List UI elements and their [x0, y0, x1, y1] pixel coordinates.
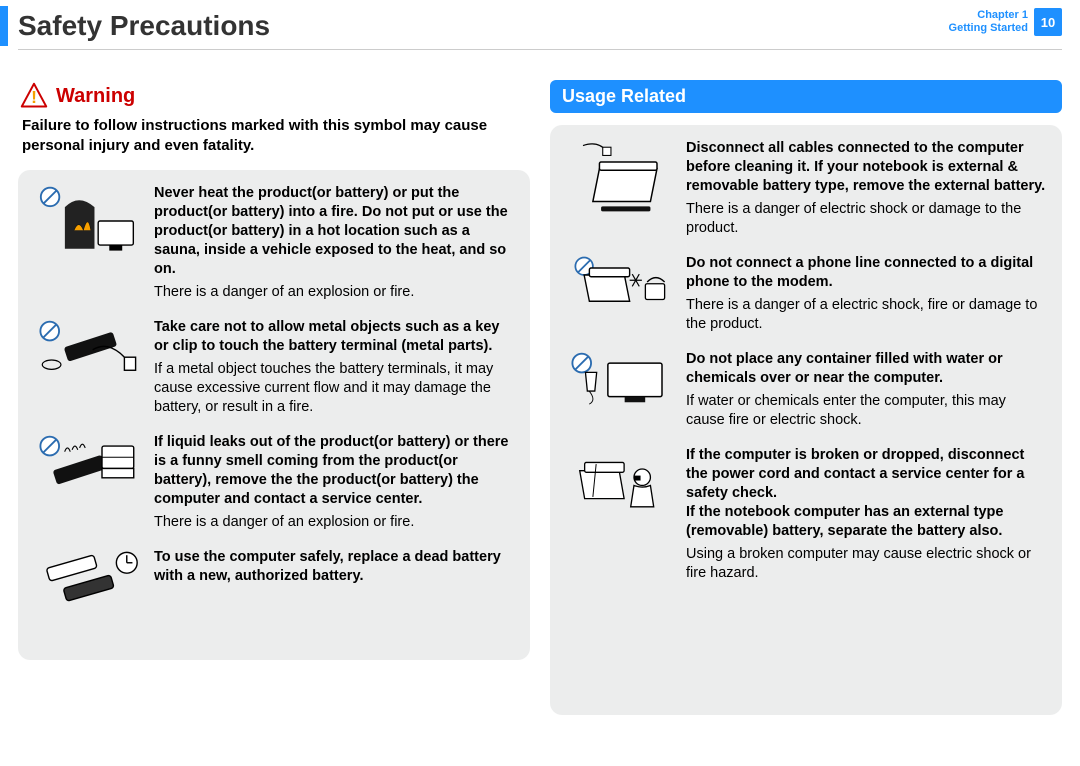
precaution-item: Disconnect all cables connected to the c…: [564, 139, 1048, 238]
precaution-item: Do not place any container filled with w…: [564, 350, 1048, 430]
item-plain: If water or chemicals enter the computer…: [686, 392, 1048, 430]
right-panel: Disconnect all cables connected to the c…: [550, 125, 1062, 715]
item-bold: Take care not to allow metal objects suc…: [154, 318, 516, 356]
battery-metal-icon: [32, 318, 144, 417]
precaution-item: If liquid leaks out of the product(or ba…: [32, 433, 516, 532]
left-panel: Never heat the product(or battery) or pu…: [18, 170, 530, 660]
precaution-item: If the computer is broken or dropped, di…: [564, 446, 1048, 583]
item-plain: There is a danger of electric shock or d…: [686, 200, 1048, 238]
page-number-badge: 10: [1034, 8, 1062, 36]
item-bold: To use the computer safely, replace a de…: [154, 548, 516, 586]
item-bold: Do not place any container filled with w…: [686, 350, 1048, 388]
leaking-battery-icon: [32, 433, 144, 532]
right-column: Usage Related Disconnect al: [550, 60, 1062, 756]
page-title: Safety Precautions: [18, 10, 1062, 42]
item-plain: There is a danger of an explosion or fir…: [154, 513, 516, 532]
warning-intro-text: Failure to follow instructions marked wi…: [22, 116, 526, 156]
item-bold: Never heat the product(or battery) or pu…: [154, 184, 516, 279]
chapter-line-1: Chapter 1: [949, 9, 1028, 22]
precaution-item: Do not connect a phone line connected to…: [564, 254, 1048, 334]
item-bold: If liquid leaks out of the product(or ba…: [154, 433, 516, 509]
disconnect-cables-icon: [564, 139, 676, 238]
item-plain: There is a danger of a electric shock, f…: [686, 296, 1048, 334]
warning-label: Warning: [56, 85, 135, 108]
broken-computer-icon: [564, 446, 676, 583]
chapter-indicator: Chapter 1 Getting Started 10: [949, 8, 1062, 36]
precaution-item: Take care not to allow metal objects suc…: [32, 318, 516, 417]
precaution-item: Never heat the product(or battery) or pu…: [32, 184, 516, 302]
page-header: Safety Precautions Chapter 1 Getting Sta…: [18, 10, 1062, 50]
chapter-line-2: Getting Started: [949, 22, 1028, 35]
fire-heater-icon: [32, 184, 144, 302]
warning-triangle-icon: !: [20, 82, 48, 110]
item-plain: Using a broken computer may cause electr…: [686, 545, 1048, 583]
item-plain: If a metal object touches the battery te…: [154, 360, 516, 417]
precaution-item: To use the computer safely, replace a de…: [32, 548, 516, 604]
item-bold: Do not connect a phone line connected to…: [686, 254, 1048, 292]
section-title-bar: Usage Related: [550, 80, 1062, 113]
replace-battery-icon: [32, 548, 144, 604]
item-bold: If the computer is broken or dropped, di…: [686, 446, 1048, 541]
water-container-icon: [564, 350, 676, 430]
item-bold: Disconnect all cables connected to the c…: [686, 139, 1048, 196]
left-column: ! Warning Failure to follow instructions…: [18, 60, 530, 756]
header-accent-strip: [0, 6, 8, 46]
warning-heading: ! Warning: [20, 82, 530, 110]
item-plain: There is a danger of an explosion or fir…: [154, 283, 516, 302]
phone-modem-icon: [564, 254, 676, 334]
svg-text:!: !: [31, 87, 37, 107]
